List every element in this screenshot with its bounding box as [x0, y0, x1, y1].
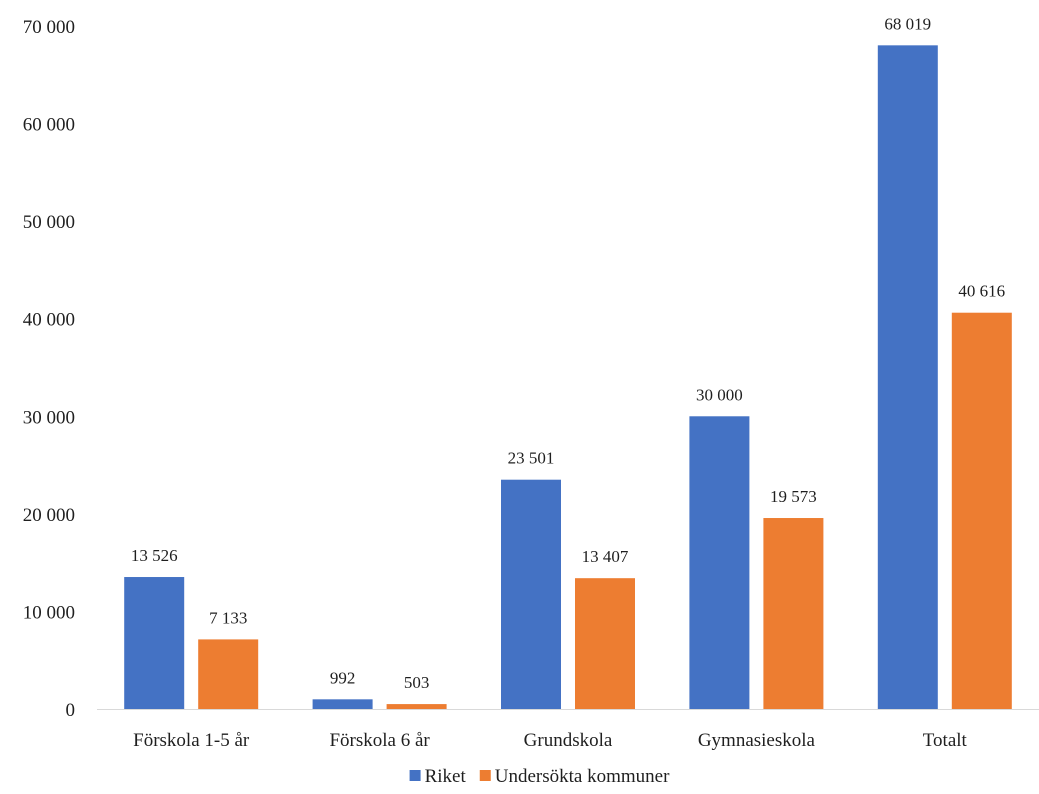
y-tick-label: 40 000 [23, 310, 75, 331]
y-tick-label: 60 000 [23, 115, 75, 136]
data-label: 503 [404, 673, 430, 692]
legend-item-riket: Riket [409, 766, 467, 787]
bar-riket [689, 416, 750, 709]
data-label: 23 501 [508, 449, 555, 468]
legend-label: Undersökta kommuner [495, 766, 670, 787]
bar-riket [501, 479, 561, 709]
legend-swatch [409, 770, 421, 781]
data-label: 30 000 [696, 385, 743, 404]
x-tick-label: Förskola 1-5 år [133, 730, 250, 751]
y-tick-label: 50 000 [23, 212, 75, 233]
bar-undersokta-kommuner [198, 639, 259, 709]
data-label: 40 616 [958, 282, 1005, 301]
y-tick-label: 20 000 [23, 505, 75, 526]
x-axis: Förskola 1-5 år Förskola 6 år Grundskola Gy… [97, 709, 1039, 751]
x-tick-label: Grundskola [524, 730, 613, 751]
bar-riket [312, 699, 373, 709]
legend-swatch [479, 770, 491, 781]
y-tick-label: 10 000 [23, 602, 75, 623]
data-label: 7 133 [209, 608, 247, 627]
x-tick-label: Totalt [923, 730, 968, 751]
bar-undersokta-kommuner [951, 312, 1012, 709]
bar-undersokta-kommuner [575, 578, 635, 709]
data-label: 13 407 [582, 547, 629, 566]
y-tick-label: 0 [66, 700, 76, 721]
bars: 13 526 7 133 992 503 23 501 13 407 30 000 19 57… [124, 14, 1012, 709]
bar-riket [877, 45, 938, 709]
bar-riket [124, 577, 185, 709]
legend-item-undersokta-kommuner: Undersökta kommuner [479, 766, 670, 787]
x-tick-label: Förskola 6 år [329, 730, 430, 751]
data-label: 992 [330, 668, 356, 687]
legend-label: Riket [425, 766, 467, 787]
bar-undersokta-kommuner [763, 518, 824, 709]
data-label: 13 526 [131, 546, 178, 565]
x-tick-label: Gymnasieskola [698, 730, 816, 751]
y-tick-label: 30 000 [23, 407, 75, 428]
bar-undersokta-kommuner [386, 704, 447, 709]
data-label: 68 019 [884, 14, 931, 33]
y-tick-label: 70 000 [23, 17, 75, 38]
legend: Riket Undersökta kommuner [409, 766, 670, 787]
data-label: 19 573 [770, 487, 817, 506]
y-axis: 0 10 000 20 000 30 000 40 000 50 000 60 000 70 … [23, 17, 75, 721]
